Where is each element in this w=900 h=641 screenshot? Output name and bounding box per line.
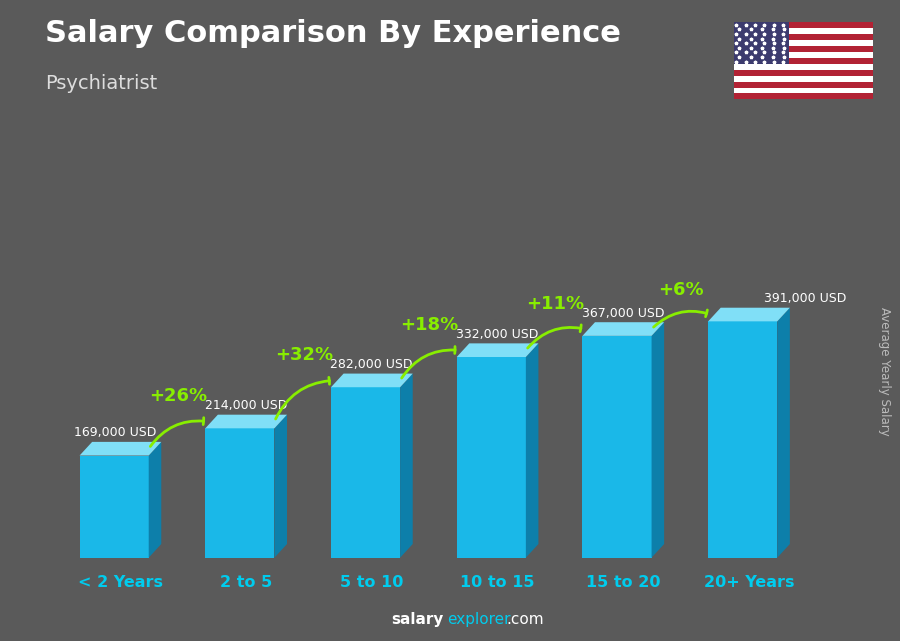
Text: +26%: +26% <box>149 387 207 405</box>
Text: +11%: +11% <box>526 295 584 313</box>
Text: 10 to 15: 10 to 15 <box>460 575 535 590</box>
Polygon shape <box>734 81 873 88</box>
Polygon shape <box>274 415 287 558</box>
Polygon shape <box>331 374 413 387</box>
Polygon shape <box>734 22 873 28</box>
Polygon shape <box>734 46 873 52</box>
Polygon shape <box>734 34 873 40</box>
Polygon shape <box>778 308 790 558</box>
Polygon shape <box>582 322 664 336</box>
Text: 391,000 USD: 391,000 USD <box>764 292 847 305</box>
Polygon shape <box>708 308 790 321</box>
Text: explorer: explorer <box>447 612 511 627</box>
Polygon shape <box>708 321 778 558</box>
Text: +32%: +32% <box>274 345 333 363</box>
Text: 2 to 5: 2 to 5 <box>220 575 273 590</box>
Text: .com: .com <box>507 612 544 627</box>
Polygon shape <box>456 344 538 357</box>
Polygon shape <box>734 58 873 64</box>
Polygon shape <box>734 76 873 81</box>
Polygon shape <box>734 40 873 46</box>
Text: < 2 Years: < 2 Years <box>78 575 163 590</box>
Text: Psychiatrist: Psychiatrist <box>45 74 158 93</box>
Polygon shape <box>526 344 538 558</box>
Polygon shape <box>734 70 873 76</box>
Text: Average Yearly Salary: Average Yearly Salary <box>878 308 890 436</box>
Polygon shape <box>734 64 873 70</box>
Polygon shape <box>652 322 664 558</box>
Polygon shape <box>734 28 873 34</box>
Polygon shape <box>582 336 652 558</box>
Polygon shape <box>79 442 161 456</box>
Polygon shape <box>734 94 873 99</box>
Text: 332,000 USD: 332,000 USD <box>456 328 538 341</box>
Text: 15 to 20: 15 to 20 <box>586 575 661 590</box>
Text: 214,000 USD: 214,000 USD <box>204 399 287 412</box>
Polygon shape <box>456 357 526 558</box>
Polygon shape <box>734 88 873 94</box>
Text: 20+ Years: 20+ Years <box>704 575 794 590</box>
Polygon shape <box>734 22 789 64</box>
Polygon shape <box>734 52 873 58</box>
Polygon shape <box>205 428 274 558</box>
Polygon shape <box>205 415 287 428</box>
Text: +18%: +18% <box>400 316 459 334</box>
Polygon shape <box>79 456 148 558</box>
Polygon shape <box>400 374 413 558</box>
Text: 5 to 10: 5 to 10 <box>340 575 403 590</box>
Polygon shape <box>331 387 400 558</box>
Text: salary: salary <box>392 612 444 627</box>
Polygon shape <box>148 442 161 558</box>
Text: 282,000 USD: 282,000 USD <box>330 358 413 371</box>
Text: 169,000 USD: 169,000 USD <box>74 426 157 439</box>
Text: +6%: +6% <box>658 281 704 299</box>
Text: 367,000 USD: 367,000 USD <box>581 307 664 320</box>
Text: Salary Comparison By Experience: Salary Comparison By Experience <box>45 19 621 48</box>
